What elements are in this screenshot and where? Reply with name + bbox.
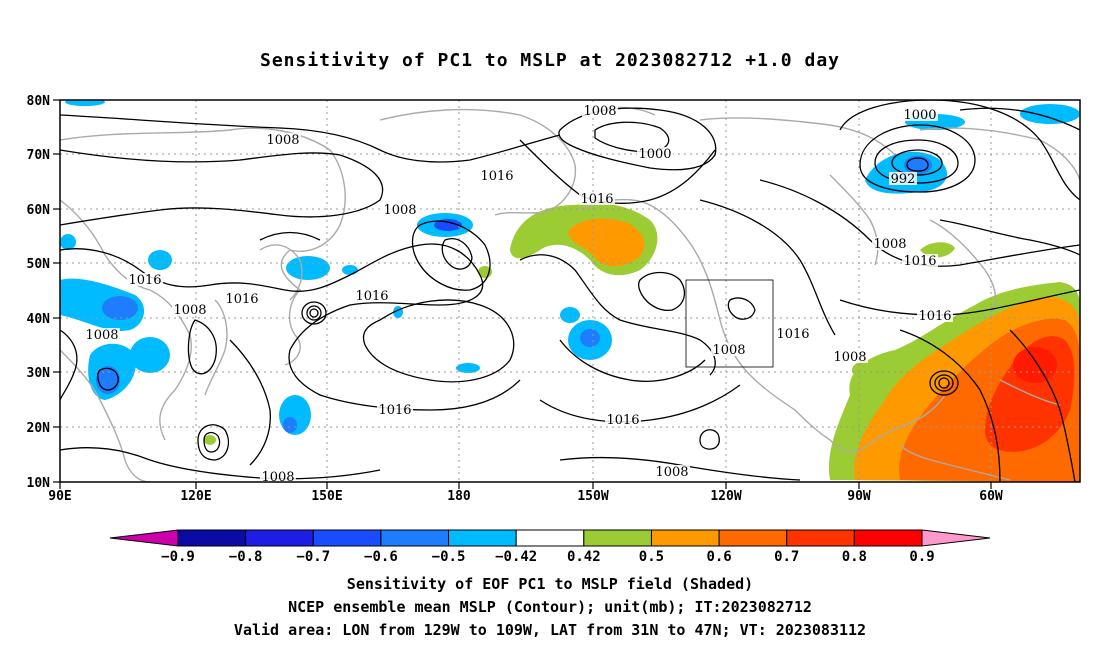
contour-labels: 1008 1008 1000 1000 992 1016 1016 1008 1008 1016 1… [84, 104, 953, 485]
caption-contour: NCEP ensemble mean MSLP (Contour); unit(… [288, 598, 812, 616]
contour-label-bg [354, 289, 390, 302]
lon-label: 120W [710, 489, 741, 504]
contour-label-bg [377, 403, 413, 416]
lat-label: 20N [27, 421, 51, 436]
caption-valid-area: Valid area: LON from 129W to 109W, LAT f… [233, 621, 867, 639]
map-frame [59, 99, 1081, 483]
lon-label: 90W [847, 489, 871, 504]
contour-label: 1008 [85, 328, 118, 343]
contour-label-bg [382, 203, 418, 216]
colorbar-swatch [515, 529, 585, 547]
axis-ticks [53, 99, 992, 489]
contour-label-bg [582, 104, 618, 117]
lon-label: 60W [979, 489, 1003, 504]
contour-label-bg [872, 237, 908, 250]
contour-label-bg [889, 172, 917, 185]
lat-label: 50N [27, 257, 51, 272]
contour-label: 1016 [378, 403, 411, 418]
colorbar-label: −0.5 [432, 549, 466, 565]
contour-label: 1016 [776, 327, 809, 342]
contour-label: 1016 [355, 289, 388, 304]
contour-label: 1008 [173, 303, 206, 318]
colorbar-swatch [177, 529, 247, 547]
contour-label-bg [917, 309, 953, 322]
contour-label: 1008 [261, 470, 294, 485]
contour-label-bg [775, 327, 811, 340]
contour-label: 1016 [128, 273, 161, 288]
contour-label-bg [265, 133, 301, 146]
colorbar-label: 0.9 [909, 549, 934, 565]
lon-label: 150W [577, 489, 608, 504]
contour-label: 1008 [833, 350, 866, 365]
colorbar-label: −0.8 [229, 549, 263, 565]
positive-sensitivity-shading [204, 203, 1080, 482]
map-plot-area: 1008 1008 1000 1000 992 1016 1016 1008 1008 1016 1… [60, 100, 1080, 485]
map-title: Sensitivity of PC1 to MSLP at 2023082712… [259, 50, 840, 71]
colorbar-swatch [650, 529, 720, 547]
contour-label: 1016 [918, 309, 951, 324]
caption-shading: Sensitivity of EOF PC1 to MSLP field (Sh… [346, 575, 754, 593]
lat-label: 40N [27, 312, 51, 327]
colorbar-label: 0.42 [567, 549, 601, 565]
colorbar-label: 0.7 [774, 549, 799, 565]
colorbar-swatch [448, 529, 517, 547]
lat-label: 80N [27, 94, 51, 109]
colorbar-swatch [583, 529, 652, 547]
contour-label: 1000 [638, 147, 671, 162]
contour-label-bg [172, 303, 208, 316]
contour-label: 1008 [655, 465, 688, 480]
contour-label-bg [654, 465, 690, 478]
colorbar-label: 0.6 [706, 549, 731, 565]
contour-label-bg [84, 328, 120, 341]
contour-label: 1016 [480, 169, 513, 184]
colorbar-swatch [380, 529, 450, 547]
contour-label-bg [260, 470, 296, 482]
lon-label: 150E [311, 489, 342, 504]
colorbar-high-extend [921, 529, 991, 547]
contour-label: 1000 [903, 108, 936, 123]
contour-label-bg [902, 254, 938, 267]
colorbar-label: −0.42 [495, 549, 537, 565]
contour-label: 1008 [383, 203, 416, 218]
contour-label: 1008 [266, 133, 299, 148]
colorbar-label: 0.8 [842, 549, 867, 565]
lon-label: 120E [180, 489, 211, 504]
colorbar-swatch [853, 529, 923, 547]
contour-label-bg [637, 147, 673, 160]
contour-label: 1008 [583, 104, 616, 119]
contour-label: 1016 [903, 254, 936, 269]
colorbar-swatch [786, 529, 855, 547]
contour-label-bg [605, 413, 641, 426]
colorbar-low-extend [109, 529, 179, 547]
lat-label: 70N [27, 148, 51, 163]
colorbar-label: 0.5 [639, 549, 664, 565]
contour-label-bg [479, 169, 515, 182]
colorbar-swatch [312, 529, 382, 547]
contour-label: 1008 [873, 237, 906, 252]
lat-label: 10N [27, 476, 51, 491]
contour-label: 1008 [712, 343, 745, 358]
lat-label: 60N [27, 203, 51, 218]
lon-label: 180 [447, 489, 471, 504]
contour-label-bg [127, 273, 163, 286]
colorbar-label: −0.9 [161, 549, 195, 565]
contour-label-bg [224, 292, 260, 305]
contour-label-bg [832, 350, 868, 363]
lon-label: 90E [48, 489, 71, 504]
contour-label: 1016 [580, 192, 613, 207]
valid-area-box [685, 279, 774, 368]
contour-label: 992 [891, 172, 916, 187]
colorbar-swatch [718, 529, 788, 547]
colorbar-label: −0.7 [296, 549, 330, 565]
contour-label-bg [711, 343, 747, 356]
colorbar-swatch [245, 529, 314, 547]
lat-label: 30N [27, 366, 51, 381]
contour-label: 1016 [606, 413, 639, 428]
contour-label: 1016 [225, 292, 258, 307]
colorbar: −0.9 −0.8 −0.7 −0.6 −0.5 −0.42 0.42 0.5 0.6 0.7 0.… [109, 529, 991, 565]
colorbar-label: −0.6 [364, 549, 398, 565]
contour-label-bg [579, 192, 615, 205]
contour-label-bg [902, 108, 938, 121]
